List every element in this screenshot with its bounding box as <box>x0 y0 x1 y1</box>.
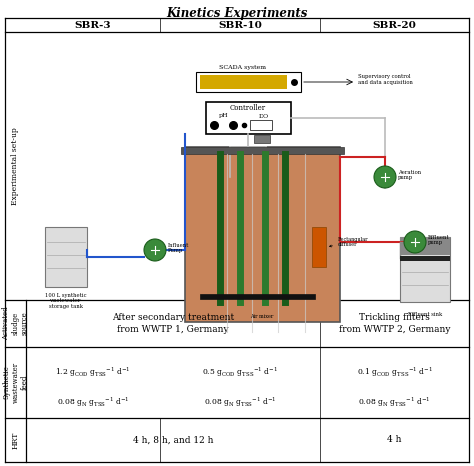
Text: DO: DO <box>259 114 269 118</box>
Text: Trickling filters
from WWTP 2, Germany: Trickling filters from WWTP 2, Germany <box>339 313 450 334</box>
Text: 100 L synthetic
wastewater
storage tank: 100 L synthetic wastewater storage tank <box>45 293 87 309</box>
Bar <box>400 237 450 255</box>
Text: 0.08 g$_{\mathregular{N}}$ g$_{\mathregular{TSS}}$$^{\mathregular{-1}}$ d$^{\mat: 0.08 g$_{\mathregular{N}}$ g$_{\mathregu… <box>204 395 276 409</box>
Text: Air mixer: Air mixer <box>250 314 273 318</box>
Bar <box>185 147 340 322</box>
Bar <box>250 120 272 130</box>
Text: SCADA system: SCADA system <box>219 65 266 70</box>
Text: Activated
sludge
source: Activated sludge source <box>2 307 29 340</box>
Bar <box>254 135 270 143</box>
Circle shape <box>374 166 396 188</box>
Circle shape <box>144 239 166 261</box>
Text: SBR-10: SBR-10 <box>218 21 262 29</box>
Text: SBR-3: SBR-3 <box>75 21 111 29</box>
Bar <box>400 237 450 302</box>
Text: 0.1 g$_{\mathregular{COD}}$ g$_{\mathregular{TSS}}$$^{\mathregular{-1}}$ d$^{\ma: 0.1 g$_{\mathregular{COD}}$ g$_{\mathreg… <box>356 365 432 379</box>
Bar <box>181 147 344 154</box>
Text: Supervisory control
and data acquisition: Supervisory control and data acquisition <box>358 74 413 85</box>
Text: Influent
Pump: Influent Pump <box>168 243 190 254</box>
Text: After secondary treatment
from WWTP 1, Germany: After secondary treatment from WWTP 1, G… <box>112 313 234 334</box>
Text: Experimental set-up: Experimental set-up <box>11 127 19 205</box>
Text: 4 h: 4 h <box>387 436 402 445</box>
Text: Aeration
pump: Aeration pump <box>398 170 421 180</box>
Text: 0.5 g$_{\mathregular{COD}}$ g$_{\mathregular{TSS}}$$^{\mathregular{-1}}$ d$^{\ma: 0.5 g$_{\mathregular{COD}}$ g$_{\mathreg… <box>202 365 278 379</box>
Bar <box>200 75 287 89</box>
Bar <box>206 102 291 134</box>
Text: Controller: Controller <box>230 104 266 112</box>
Text: HRT: HRT <box>11 432 19 449</box>
Text: Synthetic
wastewater
feed: Synthetic wastewater feed <box>2 362 29 403</box>
Circle shape <box>404 231 426 253</box>
Bar <box>196 72 301 92</box>
Bar <box>45 227 87 287</box>
Text: 1.2 g$_{\mathregular{COD}}$ g$_{\mathregular{TSS}}$$^{\mathregular{-1}}$ d$^{\ma: 1.2 g$_{\mathregular{COD}}$ g$_{\mathreg… <box>55 365 131 379</box>
Text: Kinetics Experiments: Kinetics Experiments <box>166 7 308 20</box>
Bar <box>312 227 326 267</box>
Text: pH: pH <box>219 114 229 118</box>
Text: 0.08 g$_{\mathregular{N}}$ g$_{\mathregular{TSS}}$$^{\mathregular{-1}}$ d$^{\mat: 0.08 g$_{\mathregular{N}}$ g$_{\mathregu… <box>358 395 431 409</box>
Bar <box>400 256 450 261</box>
Text: 0.08 g$_{\mathregular{N}}$ g$_{\mathregular{TSS}}$$^{\mathregular{-1}}$ d$^{\mat: 0.08 g$_{\mathregular{N}}$ g$_{\mathregu… <box>57 395 129 409</box>
Bar <box>200 294 315 299</box>
Text: Rectangular
diffuser: Rectangular diffuser <box>329 237 368 247</box>
Text: 4 h, 8 h, and 12 h: 4 h, 8 h, and 12 h <box>133 436 213 445</box>
Text: Effluent
pump: Effluent pump <box>428 234 450 246</box>
Text: Effluent sink: Effluent sink <box>408 311 442 316</box>
Text: SBR-20: SBR-20 <box>373 21 417 29</box>
